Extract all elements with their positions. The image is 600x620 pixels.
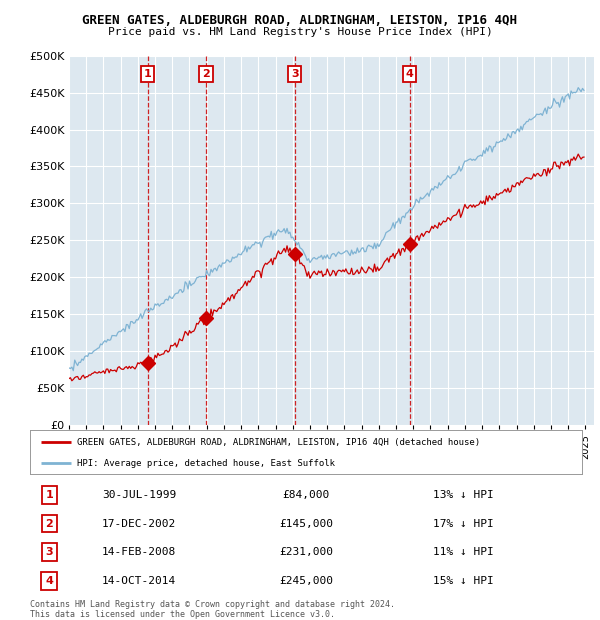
Text: 17% ↓ HPI: 17% ↓ HPI xyxy=(433,518,494,528)
Text: HPI: Average price, detached house, East Suffolk: HPI: Average price, detached house, East… xyxy=(77,459,335,467)
Text: £245,000: £245,000 xyxy=(279,576,333,586)
Text: GREEN GATES, ALDEBURGH ROAD, ALDRINGHAM, LEISTON, IP16 4QH: GREEN GATES, ALDEBURGH ROAD, ALDRINGHAM,… xyxy=(83,14,517,27)
Text: 30-JUL-1999: 30-JUL-1999 xyxy=(102,490,176,500)
Text: Contains HM Land Registry data © Crown copyright and database right 2024.
This d: Contains HM Land Registry data © Crown c… xyxy=(30,600,395,619)
Text: 14-OCT-2014: 14-OCT-2014 xyxy=(102,576,176,586)
Text: 15% ↓ HPI: 15% ↓ HPI xyxy=(433,576,494,586)
Text: 13% ↓ HPI: 13% ↓ HPI xyxy=(433,490,494,500)
Text: 17-DEC-2002: 17-DEC-2002 xyxy=(102,518,176,528)
Text: 1: 1 xyxy=(46,490,53,500)
Text: £84,000: £84,000 xyxy=(283,490,329,500)
Text: £145,000: £145,000 xyxy=(279,518,333,528)
Text: 2: 2 xyxy=(202,69,210,79)
Text: 3: 3 xyxy=(291,69,299,79)
Text: 4: 4 xyxy=(46,576,53,586)
Text: 11% ↓ HPI: 11% ↓ HPI xyxy=(433,547,494,557)
Text: 3: 3 xyxy=(46,547,53,557)
Text: GREEN GATES, ALDEBURGH ROAD, ALDRINGHAM, LEISTON, IP16 4QH (detached house): GREEN GATES, ALDEBURGH ROAD, ALDRINGHAM,… xyxy=(77,438,480,446)
Text: £231,000: £231,000 xyxy=(279,547,333,557)
Text: 2: 2 xyxy=(46,518,53,528)
Text: 14-FEB-2008: 14-FEB-2008 xyxy=(102,547,176,557)
Text: Price paid vs. HM Land Registry's House Price Index (HPI): Price paid vs. HM Land Registry's House … xyxy=(107,27,493,37)
Text: 4: 4 xyxy=(406,69,413,79)
Text: 1: 1 xyxy=(144,69,152,79)
